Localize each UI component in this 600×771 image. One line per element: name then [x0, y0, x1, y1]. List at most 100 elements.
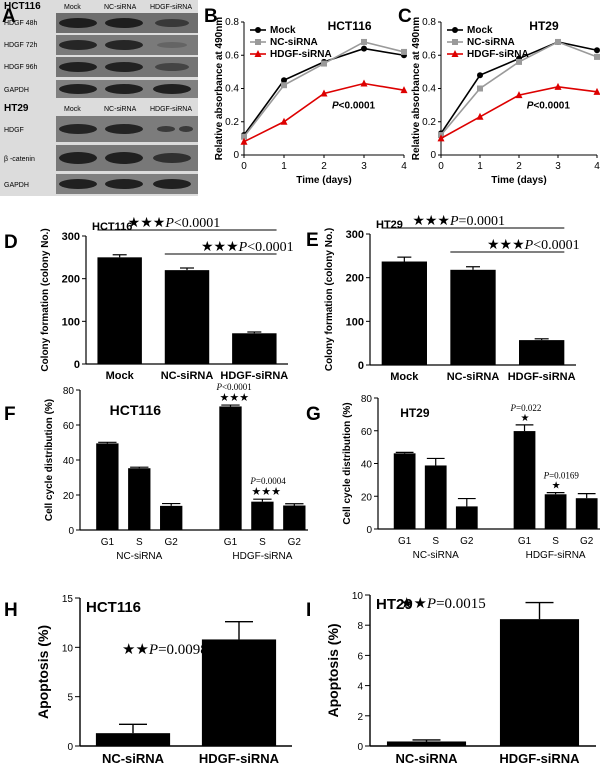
- chart-title: HT29: [376, 219, 403, 231]
- x-tick-label: NC-siRNA: [447, 371, 500, 383]
- bar-chart-f: 0 20 40 60 80 Cell cycle distribution (%) HCT1…: [44, 382, 308, 562]
- chart-title: HCT116: [86, 599, 141, 616]
- y-tick-label: 0.6: [225, 50, 239, 61]
- x-tick-label: G1: [398, 536, 412, 547]
- data-point: [400, 86, 408, 94]
- bar-g1: [393, 453, 416, 529]
- blot-band: [105, 152, 143, 164]
- y-tick-label: 0.6: [422, 50, 436, 61]
- x-tick-label: Mock: [390, 371, 419, 383]
- panel-c-letter: C: [398, 6, 412, 27]
- y-tick-label: 60: [63, 421, 75, 432]
- x-tick-label: 0: [438, 161, 444, 172]
- y-axis-label: Cell cycle distribution (%): [44, 399, 55, 521]
- panel-a-letter: A: [2, 6, 16, 27]
- x-tick-label: 1: [477, 161, 483, 172]
- comparison-label: ★★★P<0.0001: [487, 238, 580, 253]
- blot-ht29-row-catenin: β -catenin: [4, 156, 35, 163]
- blot-hct116-row-gapdh: GAPDH: [4, 87, 29, 94]
- blot-band: [59, 62, 97, 72]
- bar-chart-i: 0 2 4 6 8 10 Apoptosis (%) HT29 NC-siRNA HDGF-siR…: [325, 591, 596, 766]
- y-tick-label: 200: [62, 274, 80, 286]
- x-tick-label: 0: [241, 161, 247, 172]
- panel-g-letter: G: [306, 404, 321, 425]
- y-tick-label: 4: [357, 682, 363, 693]
- y-tick-label: 0.8: [422, 17, 436, 28]
- blot-band: [153, 179, 191, 189]
- bar-chart-g: 0 20 40 60 80 Cell cycle distribution (%) HT29…: [342, 394, 600, 561]
- chart-title: HT29: [376, 596, 413, 613]
- data-point: [477, 85, 483, 92]
- x-tick-label: NC-siRNA: [395, 751, 458, 766]
- bar-nc-sirna: [450, 269, 496, 365]
- panel-a: A HCT116 Mock NC-siRNA HDGF-siRNA HDGF 4…: [0, 0, 198, 196]
- data-point: [477, 72, 483, 79]
- legend-label: NC-siRNA: [467, 37, 515, 48]
- chart-title: HT29: [529, 19, 559, 33]
- data-point: [594, 53, 600, 60]
- blot-band: [59, 84, 97, 94]
- blot-band: [155, 19, 189, 27]
- legend-marker: [451, 50, 459, 57]
- p-value-annotation: P<0.0001: [332, 100, 376, 111]
- x-tick-label: HDGF-siRNA: [499, 751, 580, 766]
- p-value-annotation: P=0.0004: [249, 476, 286, 486]
- blot-band: [59, 152, 97, 164]
- x-tick-label: S: [432, 536, 439, 547]
- x-tick-label: G2: [580, 536, 594, 547]
- group-label: HDGF-siRNA: [232, 551, 292, 562]
- y-tick-label: 0: [74, 359, 80, 371]
- legend-label: HDGF-siRNA: [270, 49, 332, 60]
- blot-band: [157, 42, 187, 48]
- blot-hct116-col-mock: Mock: [64, 4, 81, 11]
- bar-g2: [575, 498, 598, 529]
- significance-stars: ★: [521, 413, 530, 424]
- line-chart-b: 0 0.2 0.4 0.6 0.8 0 1 2 3 4 Time (days) Relative ab…: [214, 17, 408, 186]
- blot-ht29-title: HT29: [4, 103, 29, 114]
- y-axis-label: Colony formation (colony No.): [40, 228, 51, 371]
- data-point: [555, 38, 561, 45]
- bar-chart-d: 0 100 200 300 Colony formation (colony No.) H…: [40, 216, 294, 382]
- legend-label: Mock: [467, 25, 493, 36]
- blot-hct116-title: HCT116: [4, 1, 41, 12]
- bar-chart-e: 0 100 200 300 Colony formation (colony No.) H…: [324, 214, 580, 383]
- bar-s: [128, 468, 151, 530]
- bar-nc-sirna: [164, 270, 210, 364]
- bar-hdgf-sirna: [499, 619, 580, 746]
- x-tick-label: 4: [401, 161, 407, 172]
- bar-g1: [513, 431, 536, 529]
- x-axis-label: Time (days): [491, 175, 546, 186]
- group-label: NC-siRNA: [413, 550, 459, 561]
- blot-band: [155, 63, 189, 71]
- data-point: [281, 77, 287, 84]
- x-axis-label: Time (days): [296, 175, 351, 186]
- y-tick-label: 10: [62, 643, 74, 654]
- data-point: [280, 117, 288, 125]
- x-tick-label: HDGF-siRNA: [199, 751, 280, 766]
- bar-s: [424, 465, 447, 529]
- bar-nc-sirna: [386, 741, 467, 746]
- y-tick-label: 40: [361, 460, 373, 471]
- blot-band: [179, 126, 193, 132]
- y-axis-label: Cell cycle distribution (%): [342, 402, 353, 524]
- panel-f-letter: F: [4, 404, 16, 425]
- blot-hct116-col-hdgf: HDGF-siRNA: [150, 4, 192, 11]
- blot-ht29-col-nc: NC-siRNA: [104, 106, 137, 113]
- blot-band: [105, 40, 143, 50]
- y-tick-label: 0.8: [225, 17, 239, 28]
- data-point: [401, 48, 407, 55]
- bar-mock: [97, 257, 142, 364]
- data-point: [476, 112, 484, 120]
- x-tick-label: S: [552, 536, 559, 547]
- y-axis-label: Apoptosis (%): [35, 625, 51, 719]
- y-tick-label: 0: [430, 150, 436, 161]
- panel-b-letter: B: [204, 6, 218, 27]
- y-tick-label: 80: [361, 394, 373, 405]
- data-point: [516, 58, 522, 65]
- y-tick-label: 60: [361, 427, 373, 438]
- x-tick-label: HDGF-siRNA: [508, 371, 576, 383]
- y-tick-label: 20: [361, 492, 373, 503]
- y-tick-label: 0: [233, 150, 239, 161]
- blot-band: [59, 179, 97, 189]
